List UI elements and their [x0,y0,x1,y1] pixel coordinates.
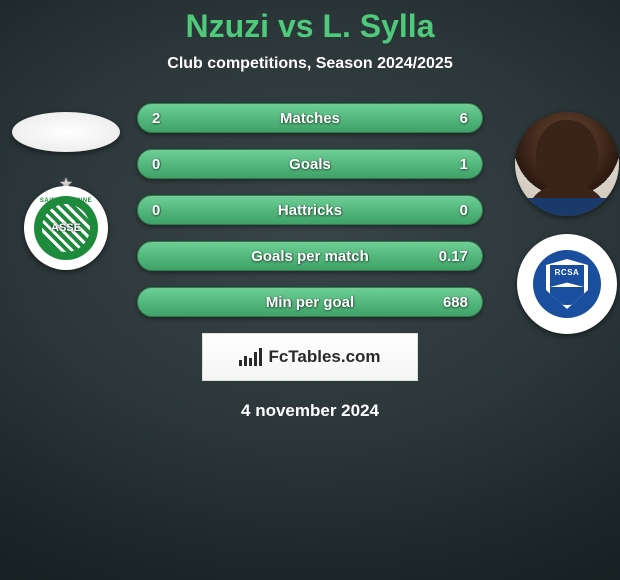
stat-label: Goals per match [251,248,369,265]
stat-label: Goals [289,156,331,173]
stat-row: 2 Matches 6 [137,103,483,133]
page-title: Nzuzi vs L. Sylla [0,8,620,45]
subtitle: Club competitions, Season 2024/2025 [0,55,620,73]
stat-row: Goals per match 0.17 [137,241,483,271]
comparison-card: Nzuzi vs L. Sylla Club competitions, Sea… [0,0,620,580]
bar-chart-icon [239,348,262,366]
stat-row: Min per goal 688 [137,287,483,317]
stat-right-value: 0.17 [439,248,468,265]
stat-row: 0 Goals 1 [137,149,483,179]
stat-right-value: 0 [460,202,468,219]
stat-right-value: 6 [460,110,468,127]
date-text: 4 november 2024 [0,401,620,421]
watermark-text: FcTables.com [268,347,380,367]
stat-right-value: 688 [443,294,468,311]
stat-label: Min per goal [266,294,354,311]
stat-left-value: 2 [152,110,160,127]
stat-label: Matches [280,110,340,127]
stat-left-value: 0 [152,156,160,173]
stat-label: Hattricks [278,202,342,219]
stat-row: 0 Hattricks 0 [137,195,483,225]
stats-list: 2 Matches 6 0 Goals 1 0 Hattricks 0 Goal… [137,103,483,317]
watermark-box: FcTables.com [202,333,418,381]
stat-right-value: 1 [460,156,468,173]
stat-left-value: 0 [152,202,160,219]
stats-block: 2 Matches 6 0 Goals 1 0 Hattricks 0 Goal… [0,103,620,317]
